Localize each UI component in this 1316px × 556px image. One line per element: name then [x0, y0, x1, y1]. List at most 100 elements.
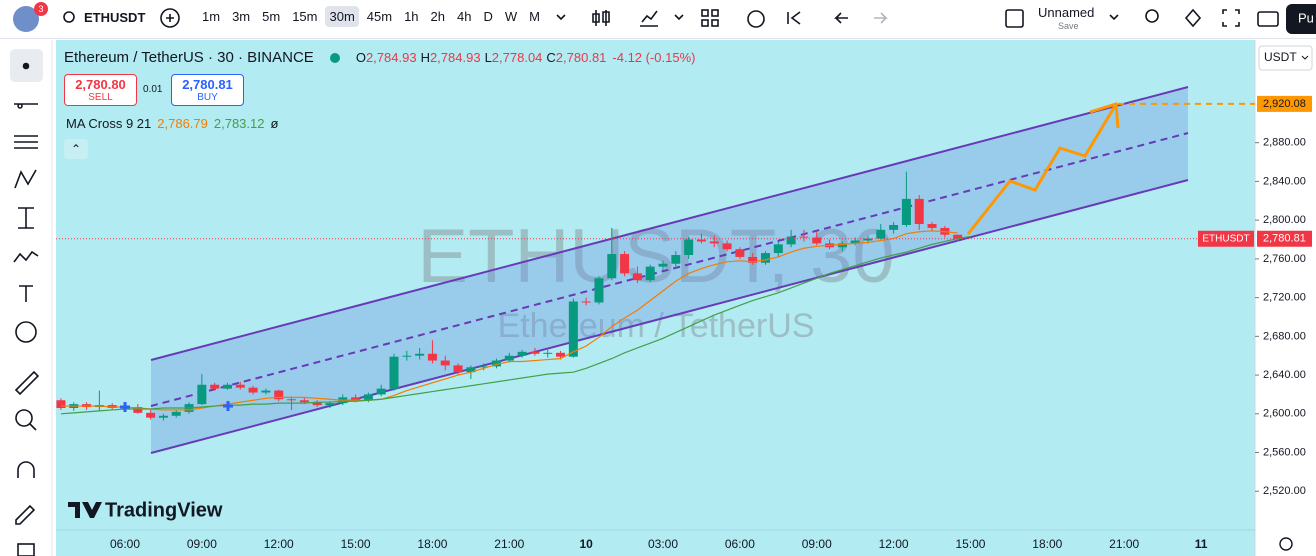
templates-icon[interactable]: [701, 9, 709, 17]
candle-body: [504, 355, 514, 361]
interval-button[interactable]: D: [483, 9, 493, 24]
y-tick-label: 2,880.00: [1263, 137, 1306, 149]
snapshot-icon[interactable]: [1257, 11, 1279, 27]
indicators-icon[interactable]: [640, 10, 658, 27]
candle-body: [556, 352, 566, 357]
publish-button[interactable]: [1286, 4, 1316, 34]
interval-button[interactable]: 1h: [404, 9, 419, 24]
tool-brush[interactable]: [13, 250, 39, 263]
candle-body: [222, 384, 232, 389]
interval-button[interactable]: M: [529, 9, 540, 24]
interval-button[interactable]: 15m: [292, 9, 318, 24]
quick-search-icon[interactable]: [1145, 9, 1159, 23]
save-label[interactable]: Save: [1058, 21, 1079, 31]
tool-cursor[interactable]: [22, 62, 30, 70]
settings-icon[interactable]: [1184, 8, 1202, 28]
sell-label[interactable]: SELL: [88, 92, 113, 103]
legend-title: Ethereum / TetherUS · 30 · BINANCE: [64, 49, 314, 66]
indicators-chevron[interactable]: [674, 14, 684, 21]
tool-projection[interactable]: [18, 207, 34, 229]
candle-body: [415, 353, 425, 356]
tool-emoji[interactable]: [15, 321, 37, 343]
ohlc-label: H: [420, 50, 430, 65]
ohlc-item: H2,784.93: [421, 50, 481, 65]
alert-icon[interactable]: [747, 10, 765, 28]
tool-zoom-handle[interactable]: [29, 423, 37, 431]
candle-body: [953, 234, 963, 239]
sell-price[interactable]: 2,780.80: [75, 77, 126, 92]
symbol-search[interactable]: ETHUSDT: [84, 10, 146, 25]
tool-trend-line[interactable]: [14, 103, 38, 109]
candle-body: [761, 253, 770, 263]
x-tick-label: 21:00: [1109, 537, 1139, 551]
candle-body: [786, 236, 796, 245]
candle-body: [607, 254, 617, 279]
tool-fib[interactable]: [14, 135, 38, 149]
x-tick-label: 09:00: [187, 537, 217, 551]
interval-chevron[interactable]: [556, 14, 566, 21]
candle-body: [901, 198, 911, 225]
interval-button[interactable]: 30m: [325, 6, 359, 27]
interval-button[interactable]: 45m: [366, 9, 393, 24]
buy-price[interactable]: 2,780.81: [182, 77, 233, 92]
candle-body: [427, 353, 437, 361]
templates-icon-4: [711, 19, 719, 27]
candle-body: [850, 240, 860, 244]
tool-pattern[interactable]: [14, 169, 37, 189]
tool-zoom[interactable]: [15, 409, 33, 427]
tool-text[interactable]: [19, 285, 33, 302]
collapse-legend[interactable]: ⌃: [64, 139, 88, 159]
indicator-icon: ø: [270, 116, 279, 131]
buy-label[interactable]: BUY: [197, 92, 218, 103]
candle-body: [748, 256, 758, 263]
candle-body: [889, 225, 899, 230]
layout-name[interactable]: Unnamed: [1038, 5, 1095, 20]
candle-body: [799, 236, 809, 238]
candle-body: [620, 254, 630, 274]
settings-gear[interactable]: [1279, 537, 1293, 551]
candle-body: [479, 366, 489, 368]
replay-icon[interactable]: [787, 11, 801, 25]
candle-body: [312, 402, 322, 406]
tool-ruler[interactable]: [14, 370, 40, 396]
candle-body: [632, 273, 642, 281]
candle-body: [530, 351, 540, 354]
tool-pencil[interactable]: [15, 504, 36, 525]
undo-icon[interactable]: [834, 12, 848, 24]
candle-body: [299, 400, 309, 403]
compare-icon[interactable]: [160, 8, 180, 28]
sell-button[interactable]: 2,780.80 SELL: [64, 74, 137, 106]
interval-button[interactable]: 2h: [430, 9, 446, 24]
candle-body: [927, 224, 937, 228]
interval-button[interactable]: 5m: [262, 9, 281, 24]
layout-checkbox[interactable]: [1005, 9, 1024, 28]
gear-icon[interactable]: [1279, 537, 1293, 551]
fullscreen-icon[interactable]: [1222, 9, 1240, 27]
ohlc-label: O: [355, 50, 366, 65]
y-tick-label: 2,600.00: [1263, 408, 1306, 420]
publish-label[interactable]: Pu: [1298, 10, 1314, 25]
logo: TradingView: [68, 499, 223, 521]
interval-button[interactable]: 4h: [457, 9, 472, 24]
redo-icon[interactable]: [874, 12, 888, 24]
interval-button[interactable]: 1m: [202, 9, 221, 24]
candle-body: [133, 407, 143, 413]
candle-body: [568, 301, 578, 357]
cross-marker: [120, 401, 233, 412]
candle-body: [671, 255, 681, 264]
candle-body: [684, 239, 694, 256]
layout-chevron[interactable]: [1109, 14, 1119, 21]
interval-button[interactable]: W: [504, 9, 518, 24]
tool-magnet[interactable]: [17, 461, 35, 478]
currency-label[interactable]: USDT: [1264, 50, 1297, 64]
tool-lock[interactable]: [17, 543, 35, 556]
projection-path: [966, 102, 1120, 235]
x-tick-label: 11: [1195, 537, 1208, 551]
search-icon[interactable]: [63, 11, 75, 23]
buy-button[interactable]: 2,780.81 BUY: [171, 74, 244, 106]
currency-selector[interactable]: [1258, 45, 1313, 71]
avatar[interactable]: [13, 6, 39, 32]
interval-button[interactable]: 3m: [232, 9, 251, 24]
chart-type-icon[interactable]: [592, 10, 610, 26]
templates-icon-3: [701, 19, 709, 27]
